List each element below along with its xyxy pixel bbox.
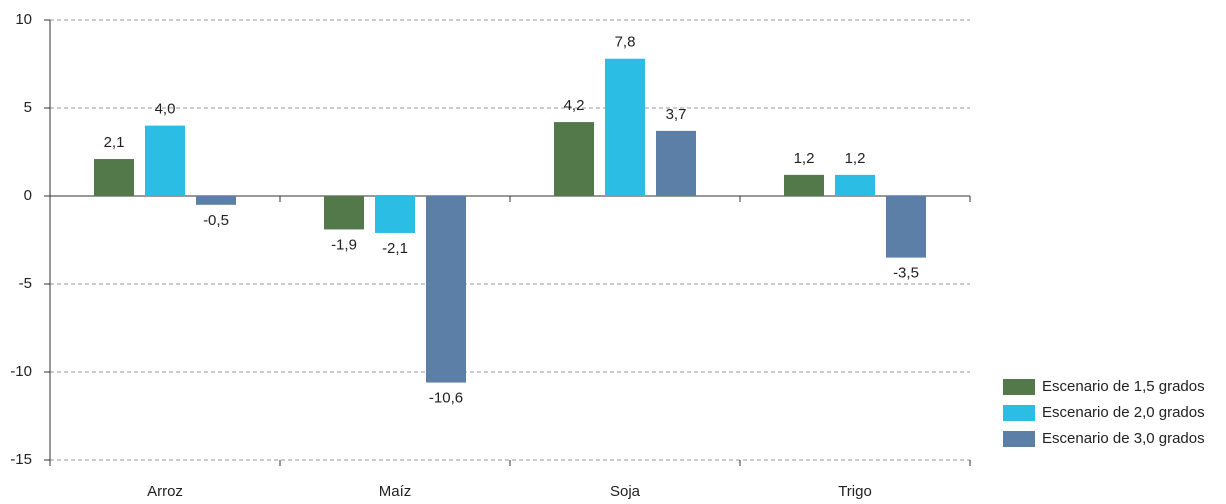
y-tick-label: 10 — [15, 11, 32, 28]
bar — [375, 196, 415, 233]
legend-swatch — [1003, 379, 1035, 395]
bar — [605, 58, 645, 196]
data-label: 3,7 — [666, 106, 687, 123]
bar — [835, 174, 875, 196]
bar — [324, 196, 364, 230]
data-label: -0,5 — [203, 212, 229, 229]
bar — [656, 130, 696, 196]
x-tick-label: Maíz — [379, 483, 412, 500]
data-label: 7,8 — [615, 34, 636, 51]
data-label: 2,1 — [104, 134, 125, 151]
bar — [426, 196, 466, 383]
data-label: 1,2 — [845, 150, 866, 167]
y-tick-label: -10 — [10, 363, 32, 380]
data-label: -1,9 — [331, 236, 357, 253]
data-label: 4,2 — [564, 97, 585, 114]
x-tick-label: Soja — [610, 483, 641, 500]
legend-label: Escenario de 1,5 grados — [1042, 378, 1205, 395]
legend-swatch — [1003, 405, 1035, 421]
y-tick-label: -15 — [10, 451, 32, 468]
bar — [784, 174, 824, 196]
legend-swatch — [1003, 431, 1035, 447]
data-label: -3,5 — [893, 265, 919, 282]
y-tick-label: -5 — [19, 275, 32, 292]
data-label: 4,0 — [155, 101, 176, 118]
legend-label: Escenario de 2,0 grados — [1042, 404, 1205, 421]
y-tick-label: 5 — [24, 99, 32, 116]
bar — [145, 125, 185, 196]
x-tick-label: Arroz — [147, 483, 183, 500]
data-label: 1,2 — [794, 150, 815, 167]
y-tick-label: 0 — [24, 187, 32, 204]
bar — [94, 159, 134, 196]
legend-label: Escenario de 3,0 grados — [1042, 430, 1205, 447]
data-label: -2,1 — [382, 240, 408, 257]
bar — [196, 196, 236, 205]
bar — [554, 122, 594, 196]
x-tick-label: Trigo — [838, 483, 872, 500]
bar — [886, 196, 926, 258]
data-label: -10,6 — [429, 390, 463, 407]
